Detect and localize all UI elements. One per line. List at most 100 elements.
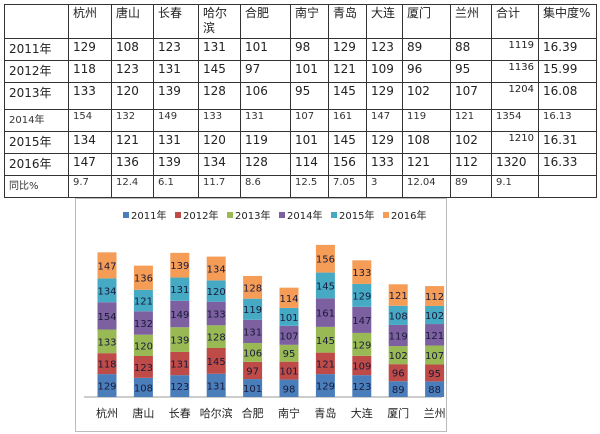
- data-label: 95: [283, 349, 296, 360]
- table-row: 2014年 154 132 149 133 131 107 161 147 119 121 1354 1…: [4, 109, 597, 132]
- table-cell: 121: [111, 131, 154, 154]
- legend-label: 2014年: [287, 209, 322, 222]
- legend-swatch: [383, 212, 389, 218]
- data-label: 119: [389, 331, 408, 342]
- bar-segment: [243, 298, 263, 320]
- bar-segment: [279, 307, 299, 326]
- bar-segment: [206, 325, 226, 349]
- bar-segment: [133, 311, 153, 335]
- table-cell: 108: [111, 38, 154, 61]
- bar-segment: [352, 375, 372, 397]
- table-cell: [538, 175, 597, 198]
- bar-segment: [97, 302, 117, 330]
- row-label: 2016年: [4, 153, 69, 176]
- legend-swatch: [331, 212, 337, 218]
- table-body: 杭州 唐山 长春 哈尔滨 合肥 南宁 青岛 大连 厦门 兰州 合计 集中度% 2011年 129 108 12…: [4, 4, 597, 198]
- data-label: 121: [425, 331, 444, 342]
- bar-segment: [243, 379, 263, 397]
- data-label: 97: [246, 366, 259, 377]
- table-cell: 156: [328, 153, 367, 176]
- table-cell: 89: [402, 38, 451, 61]
- table-row: 2015年 134 121 131 120 119 101 145 129 108 102 1210 1…: [4, 131, 597, 154]
- table-cell: 131: [240, 109, 291, 132]
- data-label: 131: [243, 327, 262, 338]
- table-cell: 154: [68, 109, 112, 132]
- header-cell: 厦门: [402, 4, 451, 39]
- data-label: 123: [352, 382, 371, 393]
- table-cell: 114: [290, 153, 329, 176]
- data-label: 145: [207, 357, 226, 368]
- data-label: 129: [352, 340, 371, 351]
- data-label: 107: [279, 331, 298, 342]
- table-cell: 1119: [491, 38, 539, 61]
- table-cell: 16.08: [538, 82, 597, 110]
- table-row: 2012年 118 123 131 145 97 101 121 109 96 95 1136 15.9…: [4, 60, 597, 83]
- bar-segment: [279, 379, 299, 397]
- table-cell: 102: [402, 82, 451, 110]
- data-label: 98: [283, 384, 296, 395]
- table-cell: 101: [240, 38, 291, 61]
- bar-segment: [425, 286, 445, 306]
- bar-segment: [97, 278, 117, 303]
- table-cell: 16.33: [538, 153, 597, 176]
- row-label: 2014年: [4, 109, 69, 132]
- bar-segment: [97, 374, 117, 397]
- table-cell: 161: [328, 109, 367, 132]
- row-label: 2011年: [4, 38, 69, 61]
- table-cell: 108: [402, 131, 451, 154]
- bar-segment: [388, 346, 408, 365]
- data-label: 108: [389, 311, 408, 322]
- header-cell: 唐山: [111, 4, 154, 39]
- category-label: 兰州: [424, 407, 446, 420]
- header-cell: 杭州: [68, 4, 112, 39]
- table-cell: 120: [111, 82, 154, 110]
- bar-segment: [279, 344, 299, 362]
- table-cell: 8.6: [240, 175, 291, 198]
- stacked-bar-chart: 2011年 2012年 2013年 2014年 2015年 2016年 129 118 133 1…: [75, 198, 447, 432]
- bar-segment: [97, 252, 117, 279]
- data-label: 145: [316, 336, 335, 347]
- row-label: 2012年: [4, 60, 69, 83]
- category-label: 南宁: [278, 406, 300, 420]
- bar-segment: [352, 332, 372, 356]
- table-cell: 6.1: [153, 175, 199, 198]
- table-cell: 12.5: [290, 175, 329, 198]
- data-label: 133: [352, 268, 371, 279]
- table-cell: 129: [328, 38, 367, 61]
- bar-segment: [425, 345, 445, 365]
- data-label: 118: [97, 360, 116, 371]
- table-cell: 145: [328, 131, 367, 154]
- legend-label: 2016年: [391, 209, 426, 222]
- bar-segment: [352, 283, 372, 307]
- table-cell: 7.05: [328, 175, 367, 198]
- table-cell: 131: [198, 38, 241, 61]
- data-label: 131: [207, 381, 226, 392]
- bar-segment: [133, 265, 153, 290]
- table-cell: 129: [68, 38, 112, 61]
- table-cell: 119: [240, 131, 291, 154]
- data-label: 136: [134, 274, 153, 285]
- legend-swatch: [279, 212, 285, 218]
- data-label: 133: [207, 309, 226, 320]
- category-label: 哈尔滨: [200, 406, 233, 420]
- table-cell: 1320: [491, 153, 539, 176]
- table-cell: 107: [450, 82, 492, 110]
- table-cell: 133: [366, 153, 403, 176]
- legend-label: 2013年: [235, 209, 270, 222]
- table-cell: 106: [240, 82, 291, 110]
- bar-segment: [206, 256, 226, 281]
- table-cell: 139: [153, 153, 199, 176]
- table-cell: 134: [68, 131, 112, 154]
- bar-segment: [279, 325, 299, 345]
- table-cell: 9.1: [491, 175, 539, 198]
- bar-segment: [352, 355, 372, 376]
- table-cell: 1136: [491, 60, 539, 83]
- data-label: 119: [243, 305, 262, 316]
- table-cell: 88: [450, 38, 492, 61]
- data-label: 147: [97, 261, 116, 272]
- bar-segment: [315, 374, 335, 397]
- data-label: 101: [279, 313, 298, 324]
- table-cell: 97: [240, 60, 291, 83]
- table-cell: 121: [402, 153, 451, 176]
- bar-segment: [315, 298, 335, 327]
